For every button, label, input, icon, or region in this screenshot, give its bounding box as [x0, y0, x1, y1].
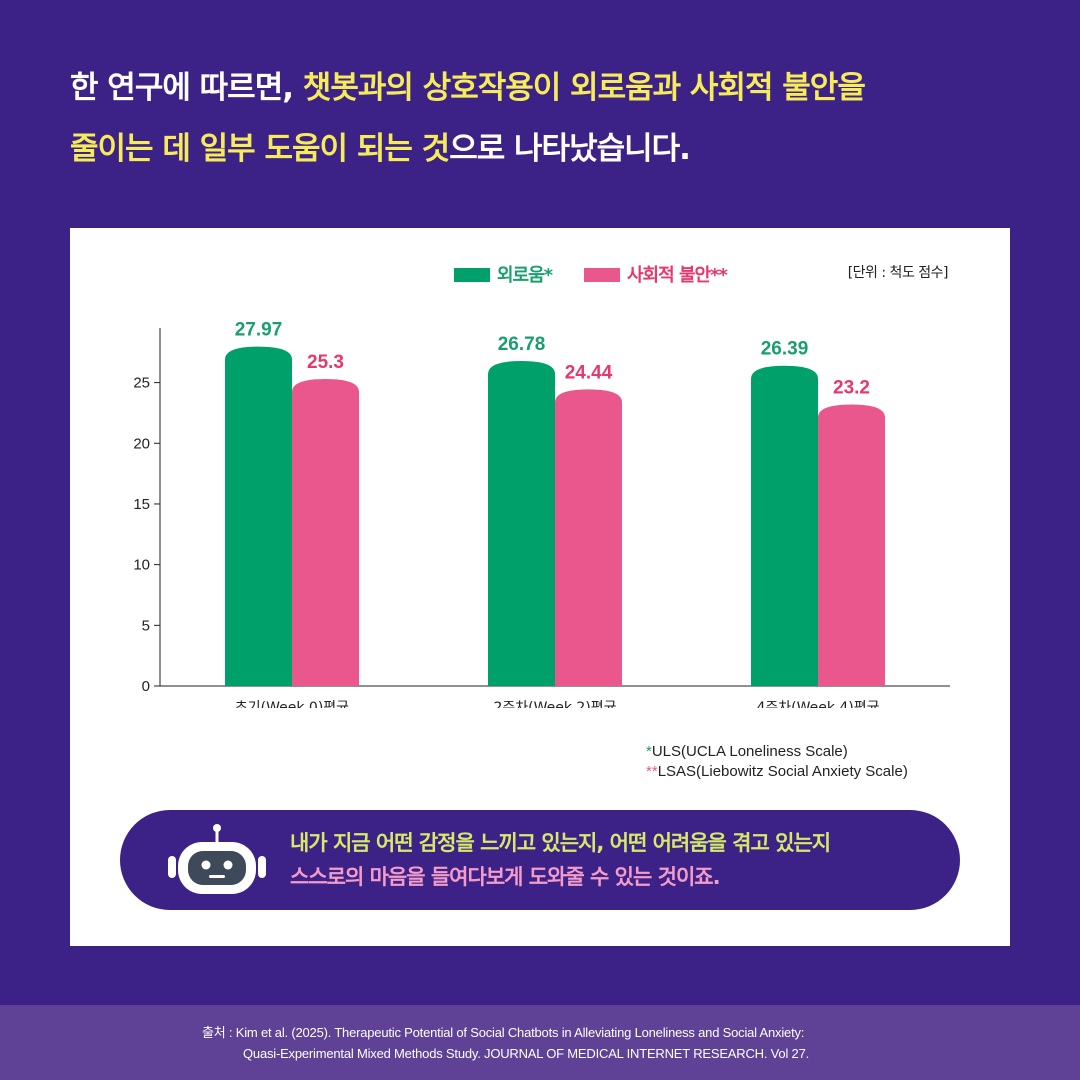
bar-loneliness [225, 346, 292, 686]
source-line-2: Quasi-Experimental Mixed Methods Study. … [243, 1046, 810, 1061]
legend-label: 외로움* [497, 265, 554, 286]
data-label: 26.39 [761, 339, 809, 360]
legend-swatch-loneliness [454, 268, 490, 282]
banner-text: 내가 지금 어떤 감정을 느끼고 있는지, 어떤 어려움을 겪고 있는지 스스로… [290, 826, 831, 894]
headline: 한 연구에 따르면, 챗봇과의 상호작용이 외로움과 사회적 불안을 줄이는 데… [70, 58, 1030, 180]
bar-chart: 0 5 10 15 20 25 27.97 25.3 초기(Week 0)평균 26.78 24.4… [133, 265, 950, 708]
footnote-uls-text: ULS(UCLA Loneliness Scale) [651, 743, 848, 760]
footnote-uls: *ULS(UCLA Loneliness Scale) [646, 742, 908, 762]
x-category-label: 초기(Week 0)평균 [235, 700, 349, 708]
data-label: 25.3 [307, 352, 344, 373]
source-line-1: 출처 : Kim et al. (2025). Therapeutic Pote… [202, 1025, 805, 1040]
x-category-label: 4주차(Week 4)평균 [756, 700, 879, 708]
data-label: 24.44 [565, 362, 613, 383]
headline-highlight-1: 챗봇과의 상호작용이 외로움과 사회적 불안을 [302, 70, 866, 106]
x-category-label: 2주차(Week 2)평균 [493, 700, 616, 708]
y-tick-label: 15 [133, 496, 150, 513]
robot-icon [168, 824, 266, 894]
footnote-lsas-text: LSAS(Liebowitz Social Anxiety Scale) [657, 763, 908, 780]
legend-swatch-social-anxiety [584, 268, 620, 282]
headline-text-2: 으로 나타났습니다. [449, 131, 691, 167]
message-banner: 내가 지금 어떤 감정을 느끼고 있는지, 어떤 어려움을 겪고 있는지 스스로… [120, 810, 960, 910]
y-tick-label: 25 [133, 375, 150, 392]
y-tick-label: 10 [133, 557, 150, 574]
footnote-lsas: **LSAS(Liebowitz Social Anxiety Scale) [646, 762, 908, 782]
footnote-uls-mark: * [646, 743, 652, 760]
headline-highlight-2: 줄이는 데 일부 도움이 되는 것 [70, 131, 450, 167]
footnote-lsas-mark: ** [646, 763, 658, 780]
footer: 출처 : Kim et al. (2025). Therapeutic Pote… [0, 1005, 1080, 1080]
data-label: 27.97 [235, 320, 283, 341]
source-citation: 출처 : Kim et al. (2025). Therapeutic Pote… [202, 1022, 809, 1064]
banner-line-1: 내가 지금 어떤 감정을 느끼고 있는지, 어떤 어려움을 겪고 있는지 [290, 831, 831, 855]
y-tick-label: 0 [142, 678, 150, 695]
banner-line-2: 스스로의 마음을 들여다보게 도와줄 수 있는 것이죠. [290, 865, 721, 889]
bar-social-anxiety [818, 404, 885, 686]
headline-text-1: 한 연구에 따르면, [70, 70, 303, 106]
footnotes: *ULS(UCLA Loneliness Scale) **LSAS(Liebo… [646, 742, 908, 782]
y-tick-label: 5 [142, 617, 150, 634]
legend-label: 사회적 불안** [627, 265, 728, 286]
bar-loneliness [751, 365, 818, 686]
data-label: 26.78 [498, 334, 546, 355]
bar-social-anxiety [292, 378, 359, 686]
data-label: 23.2 [833, 377, 870, 398]
y-tick-label: 20 [133, 435, 150, 452]
bar-loneliness [488, 361, 555, 686]
bar-social-anxiety [555, 389, 622, 686]
chart-card: 0 5 10 15 20 25 27.97 25.3 초기(Week 0)평균 26.78 24.4… [70, 228, 1010, 946]
unit-label: [단위 : 척도 점수] [847, 265, 949, 281]
